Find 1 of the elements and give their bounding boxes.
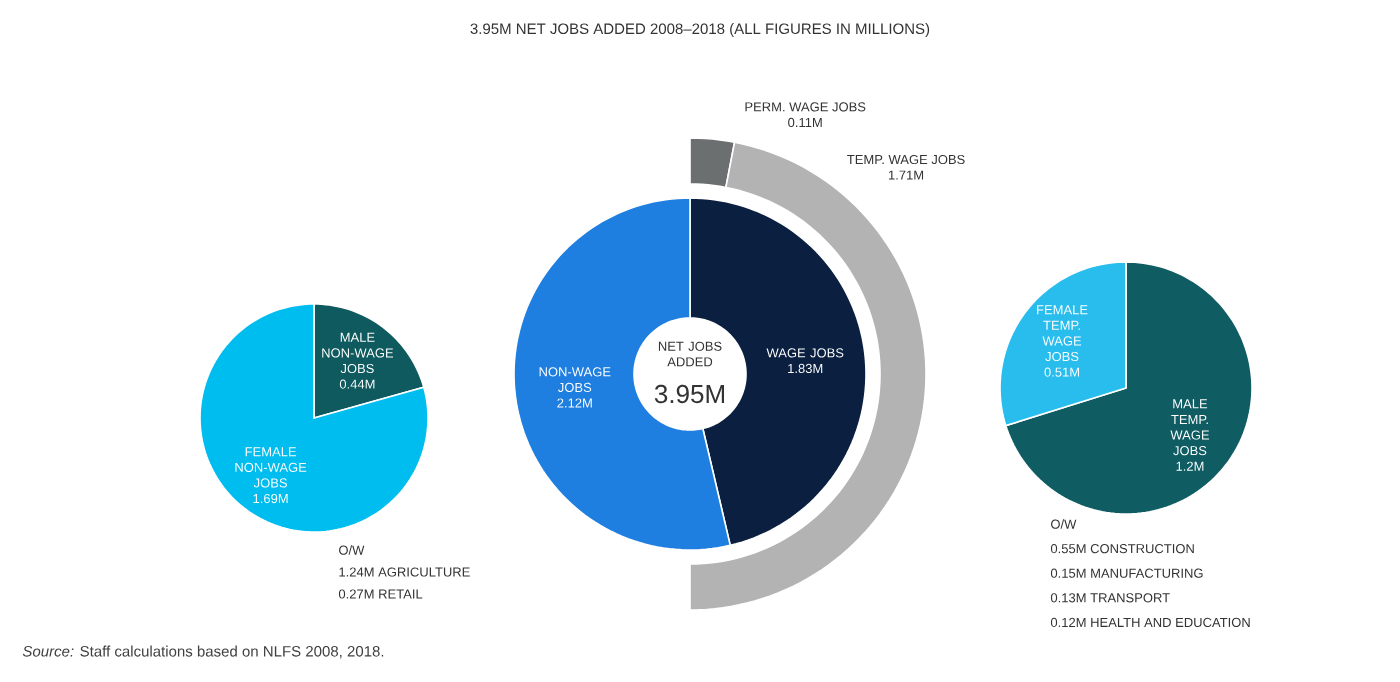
text: 3.95M	[654, 384, 725, 404]
